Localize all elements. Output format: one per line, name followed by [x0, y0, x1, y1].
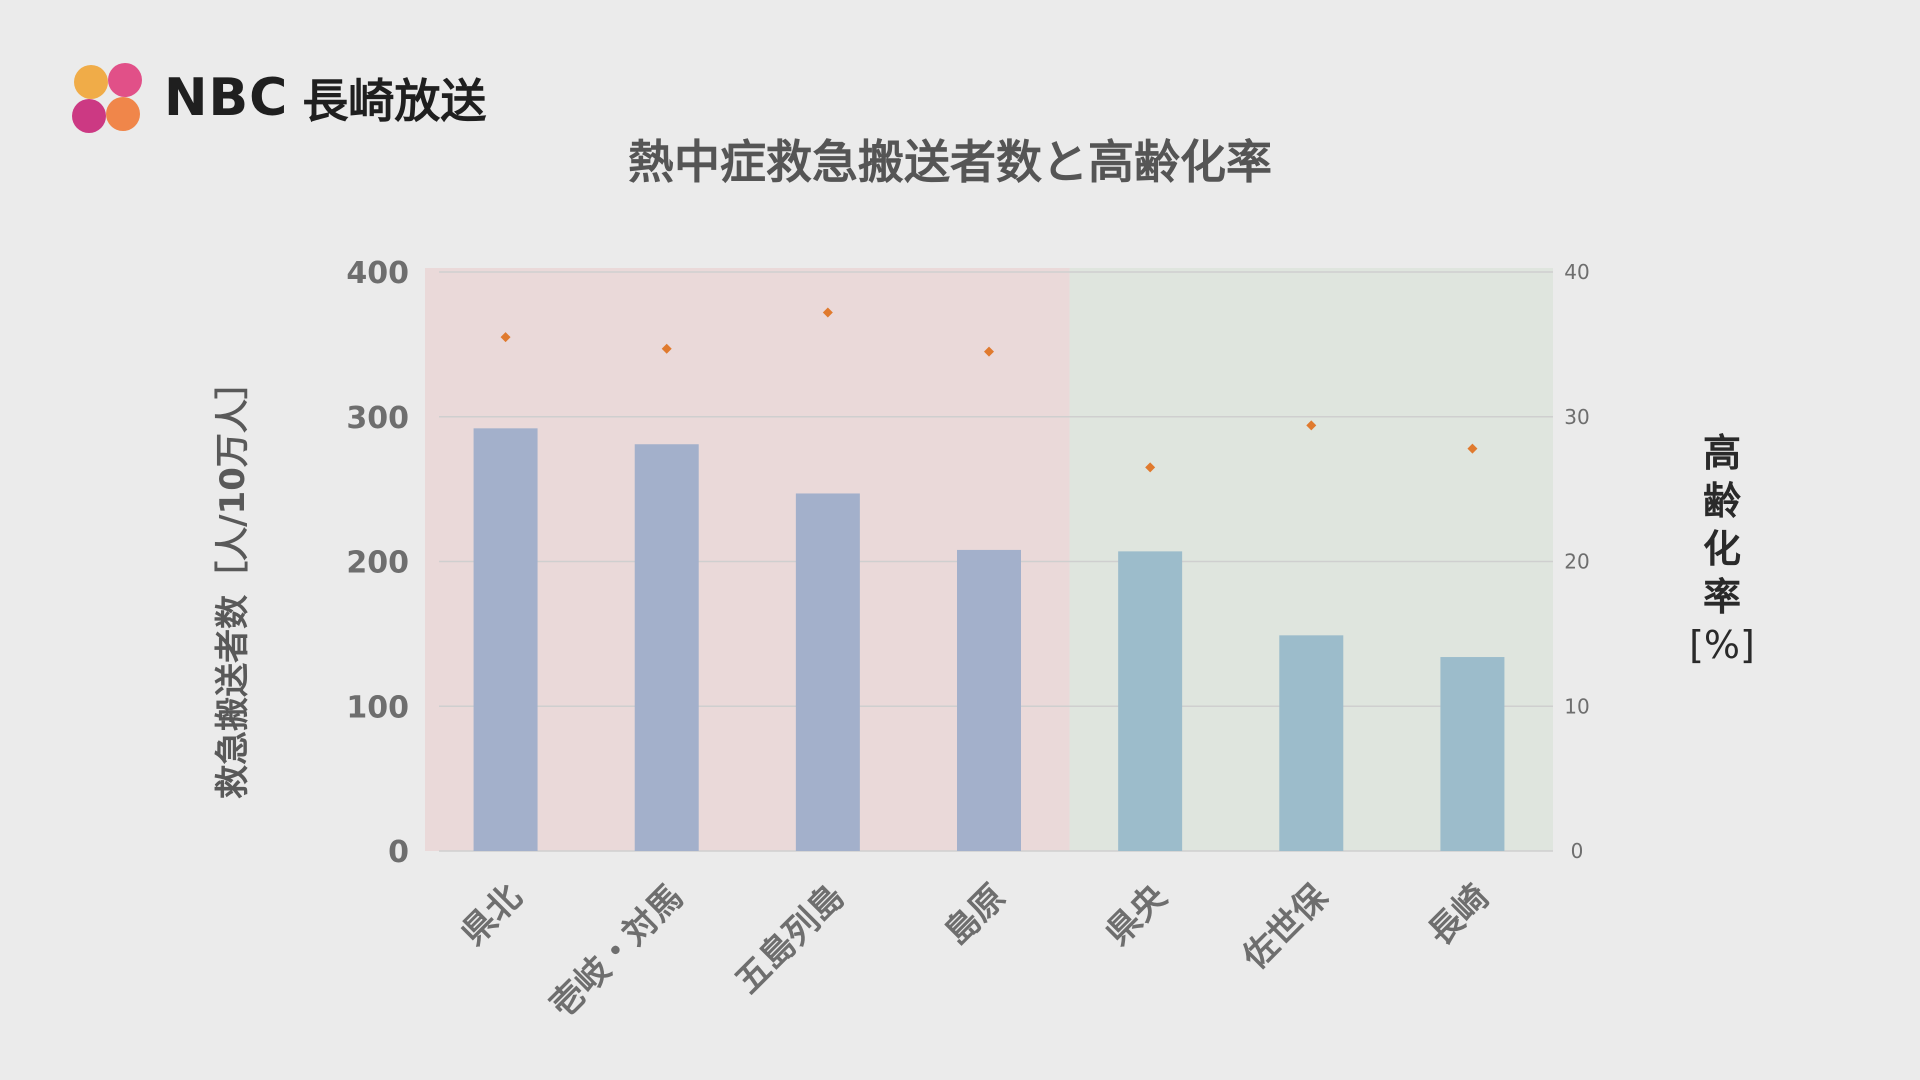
bar-6 [1279, 635, 1344, 851]
y2-axis-label-part: 率 [1703, 575, 1741, 619]
logo-mark-icon [72, 61, 146, 135]
bar-3 [795, 493, 860, 851]
point-3 [822, 307, 833, 318]
logo-dot-3 [72, 99, 106, 133]
bar-7 [1440, 657, 1505, 851]
y2-tick-label: 30 [1564, 405, 1589, 429]
logo-subtitle: 長崎放送 [302, 74, 487, 128]
x-tick-label: 五島列島 [728, 877, 852, 1001]
point-5 [1145, 462, 1156, 473]
logo-dot-2 [108, 63, 142, 97]
y-tick-label: 100 [346, 690, 409, 725]
y2-tick-label: 20 [1564, 550, 1589, 574]
x-tick-label: 島原 [937, 877, 1013, 953]
point-1 [500, 332, 511, 343]
bar-2 [634, 444, 699, 851]
x-tick-label: 県央 [1098, 876, 1175, 953]
point-6 [1306, 420, 1317, 431]
logo-text: NBC [164, 68, 289, 128]
y2-tick-label: 10 [1564, 694, 1589, 718]
point-4 [984, 346, 994, 357]
y-tick-label: 300 [346, 401, 409, 436]
x-tick-label: 佐世保 [1235, 876, 1337, 978]
y-tick-label: 400 [346, 256, 409, 291]
bar-5 [1118, 551, 1183, 851]
y2-tick-label: 40 [1564, 260, 1589, 284]
logo-dot-1 [74, 65, 108, 99]
y-tick-label: 200 [346, 546, 409, 581]
chart-title: 熱中症救急搬送者数と高齢化率 [628, 135, 1272, 189]
bar-1 [473, 428, 538, 851]
bar-4 [957, 549, 1021, 851]
y2-tick-label: 0 [1571, 839, 1584, 863]
y2-axis-label-part: 高 [1703, 431, 1741, 475]
y2-axis-label: 高齢化率[%] [1689, 431, 1755, 667]
point-2 [661, 343, 672, 354]
x-tick-label: 県北 [454, 877, 530, 953]
y2-axis-label-part: 化 [1703, 527, 1741, 571]
y-axis-label: 救急搬送者数［人/10万人］ [213, 365, 253, 799]
y-tick-label: 0 [388, 835, 409, 870]
point-7 [1467, 443, 1478, 454]
y2-axis-label-part: 齢 [1703, 479, 1741, 523]
y2-axis-label-part: [%] [1689, 623, 1755, 667]
x-tick-label: 長崎 [1420, 877, 1496, 953]
x-tick-label: 壱岐・対馬 [543, 877, 691, 1025]
logo-dot-4 [106, 97, 140, 131]
nbc-logo: NBC 長崎放送 [72, 58, 486, 138]
